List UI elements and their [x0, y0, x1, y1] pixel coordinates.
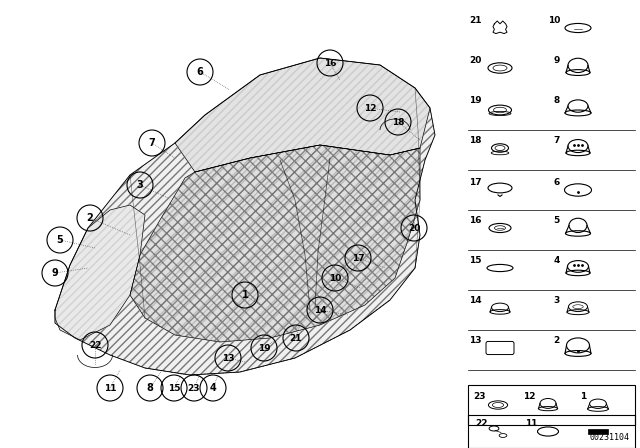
Text: 16: 16 [470, 215, 482, 224]
Text: 19: 19 [258, 344, 270, 353]
Text: 21: 21 [470, 16, 482, 25]
Text: 00231104: 00231104 [590, 433, 630, 442]
Text: 12: 12 [524, 392, 536, 401]
Text: 6: 6 [554, 177, 560, 186]
Text: 14: 14 [314, 306, 326, 314]
Text: 16: 16 [324, 59, 336, 68]
Text: 8: 8 [554, 95, 560, 104]
Text: 4: 4 [554, 255, 560, 264]
Text: 7: 7 [148, 138, 156, 148]
Bar [468, 415, 635, 448]
Text: 17: 17 [352, 254, 364, 263]
Text: 23: 23 [188, 383, 200, 392]
Text: 8: 8 [147, 383, 154, 393]
Text: 20: 20 [470, 56, 482, 65]
Text: 9: 9 [554, 56, 560, 65]
Text: 3: 3 [136, 180, 143, 190]
Text: 5: 5 [554, 215, 560, 224]
Text: 11: 11 [104, 383, 116, 392]
Text: 2: 2 [86, 213, 93, 223]
Text: 11: 11 [525, 419, 538, 428]
Text: 22: 22 [89, 340, 101, 349]
Text: 15: 15 [470, 255, 482, 264]
Text: 13: 13 [221, 353, 234, 362]
Text: 18: 18 [470, 135, 482, 145]
Text: 1: 1 [242, 290, 248, 300]
Text: 23: 23 [474, 392, 486, 401]
Text: 12: 12 [364, 103, 376, 112]
Text: 14: 14 [469, 296, 482, 305]
Text: 20: 20 [408, 224, 420, 233]
Text: 3: 3 [554, 296, 560, 305]
Text: 19: 19 [469, 95, 482, 104]
Bar [588, 429, 608, 434]
Text: 9: 9 [52, 268, 58, 278]
Text: 6: 6 [196, 67, 204, 77]
Text: 5: 5 [56, 235, 63, 245]
Text: 18: 18 [392, 117, 404, 126]
Polygon shape [55, 205, 145, 340]
Text: 4: 4 [210, 383, 216, 393]
Text: 10: 10 [329, 273, 341, 283]
Text: 17: 17 [469, 177, 482, 186]
Text: 2: 2 [554, 336, 560, 345]
Text: 15: 15 [168, 383, 180, 392]
Polygon shape [175, 58, 430, 172]
Text: 7: 7 [554, 135, 560, 145]
Bar [468, 385, 635, 425]
Polygon shape [55, 58, 435, 375]
Text: 21: 21 [290, 333, 302, 343]
Text: 13: 13 [470, 336, 482, 345]
Text: 22: 22 [476, 419, 488, 428]
Text: 10: 10 [548, 16, 560, 25]
Polygon shape [130, 145, 420, 342]
Text: 1: 1 [580, 392, 586, 401]
